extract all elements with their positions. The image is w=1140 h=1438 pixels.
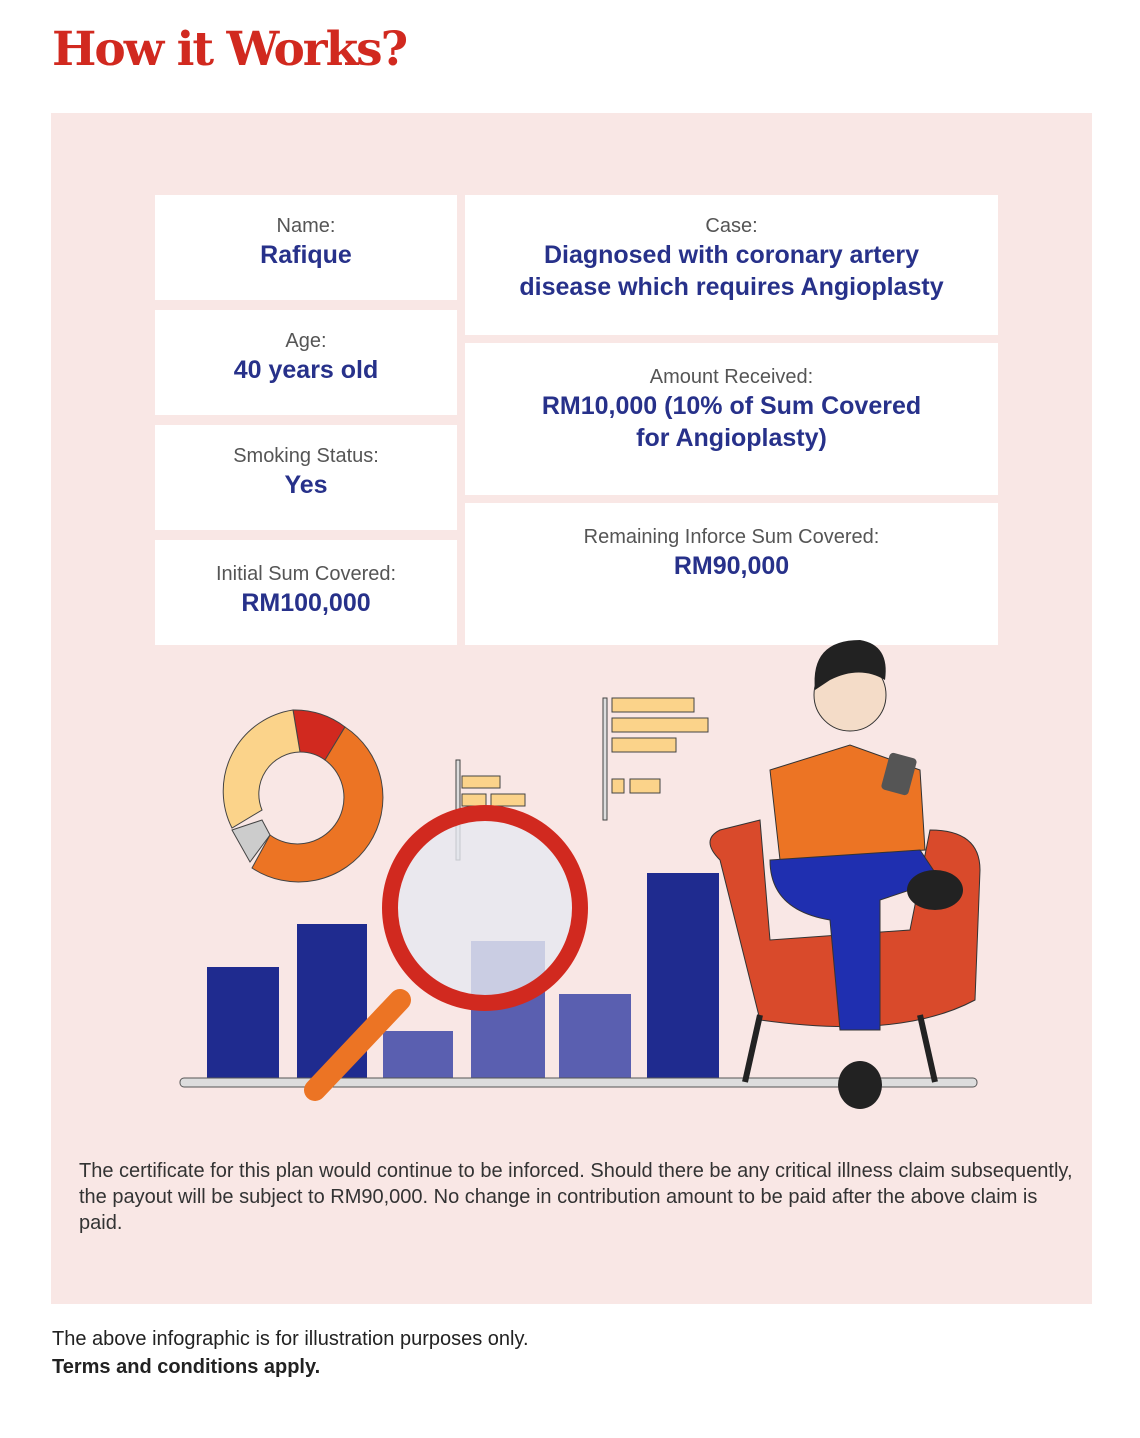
disclaimer-text: The above infographic is for illustratio… — [52, 1328, 529, 1350]
card-initial-sum: Initial Sum Covered: RM100,000 — [155, 540, 457, 645]
amount-value-line1: RM10,000 (10% of Sum Covered — [541, 392, 922, 420]
case-value-line2: disease which requires Angioplasty — [519, 273, 944, 301]
page-title: How it Works? — [52, 22, 408, 77]
bar-chart-small-icon — [455, 697, 709, 861]
name-label: Name: — [276, 215, 336, 237]
initial-sum-value: RM100,000 — [241, 589, 371, 617]
age-label: Age: — [285, 330, 327, 352]
name-value: Rafique — [260, 241, 352, 269]
card-case: Case: Diagnosed with coronary artery dis… — [465, 195, 998, 335]
man-on-armchair-icon — [709, 640, 981, 1109]
smoking-value: Yes — [284, 471, 328, 499]
card-remaining-sum: Remaining Inforce Sum Covered: RM90,000 — [465, 503, 998, 645]
card-age: Age: 40 years old — [155, 310, 457, 415]
age-value: 40 years old — [233, 356, 379, 384]
case-label: Case: — [705, 215, 758, 237]
donut-chart-icon — [222, 709, 384, 883]
smoking-label: Smoking Status: — [233, 445, 379, 467]
amount-value-line2: for Angioplasty) — [636, 424, 827, 452]
remaining-label: Remaining Inforce Sum Covered: — [583, 526, 880, 548]
terms-text: Terms and conditions apply. — [52, 1356, 321, 1378]
magnifier-icon — [304, 805, 588, 1101]
amount-label: Amount Received: — [649, 366, 814, 388]
card-smoking: Smoking Status: Yes — [155, 425, 457, 530]
initial-sum-label: Initial Sum Covered: — [215, 563, 397, 585]
card-amount-received: Amount Received: RM10,000 (10% of Sum Co… — [465, 343, 998, 495]
explanation-note: The certificate for this plan would cont… — [79, 1160, 1073, 1234]
card-name: Name: Rafique — [155, 195, 457, 300]
case-value-line1: Diagnosed with coronary artery — [543, 241, 920, 269]
remaining-value: RM90,000 — [673, 552, 790, 580]
